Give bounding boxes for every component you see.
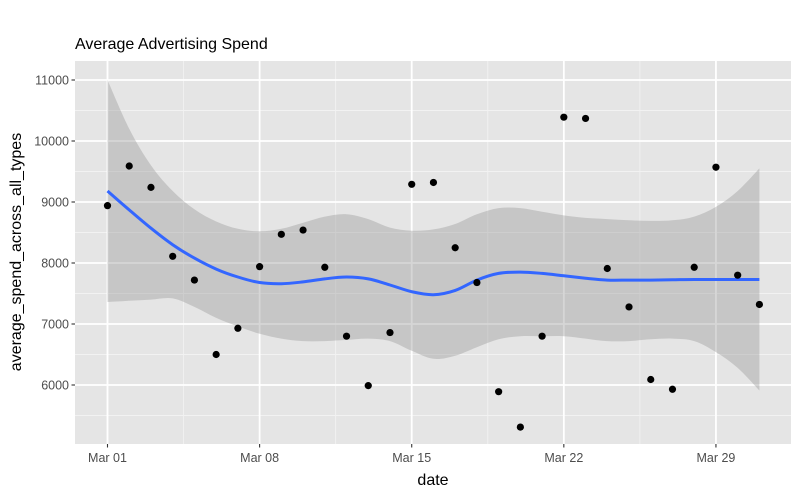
data-point: Mar 08: 7940 bbox=[256, 263, 264, 271]
data-point: Mar 07: 6930 bbox=[234, 324, 242, 332]
data-point: Mar 22: 10390 bbox=[560, 113, 568, 121]
data-point: Mar 15: 9290 bbox=[408, 180, 416, 188]
data-point: Mar 09: 8470 bbox=[277, 230, 285, 238]
data-point: Mar 18: 7680 bbox=[473, 278, 481, 287]
data-point: Mar 06: 6500 bbox=[212, 350, 220, 359]
data-point: Mar 11: 7930 bbox=[321, 263, 329, 271]
major-gridlines bbox=[75, 61, 791, 444]
data-point: Mar 23: 10370 bbox=[581, 114, 590, 123]
data-point: Mar 19: 5890 bbox=[495, 388, 503, 396]
data-point: Mar 27: 5930 bbox=[668, 385, 677, 393]
x-axis-title: date bbox=[417, 472, 448, 489]
data-point: Mar 25: 7280 bbox=[625, 303, 633, 311]
data-point: Mar 20: 5310 bbox=[516, 423, 524, 431]
x-tick-label: Mar 08 bbox=[240, 451, 279, 465]
data-point: Mar 10: 8540 bbox=[299, 226, 307, 234]
data-point: Mar 29: 9570 bbox=[712, 163, 720, 171]
data-point: Mar 04: 8110 bbox=[169, 252, 177, 260]
y-axis-title: average_spend_across_all_types bbox=[8, 133, 25, 371]
x-axis: Mar 01 Mar 08 Mar 15 Mar 22 Mar 29 bbox=[88, 444, 735, 465]
y-tick-label: 10000 bbox=[34, 135, 69, 149]
data-point: Mar 21: 6800 bbox=[538, 332, 546, 340]
data-point: Mar 26: 6090 bbox=[647, 375, 655, 384]
data-point: Mar 24: 7910 bbox=[603, 264, 611, 273]
x-tick-label: Mar 29 bbox=[696, 451, 735, 465]
data-point: Mar 28: 7930 bbox=[690, 263, 698, 271]
plot-panel bbox=[75, 61, 791, 444]
smooth-trend-line bbox=[106, 189, 760, 297]
x-tick-label: Mar 15 bbox=[392, 451, 431, 465]
y-tick-label: 11000 bbox=[35, 74, 69, 88]
y-tick-label: 9000 bbox=[41, 196, 69, 210]
data-point: Mar 14: 6860 bbox=[386, 328, 394, 337]
data-point: Mar 12: 6800 bbox=[342, 332, 351, 340]
y-tick-label: 6000 bbox=[41, 379, 69, 393]
data-point: Mar 16: 9320 bbox=[429, 178, 438, 187]
data-point: Mar 03: 9240 bbox=[147, 183, 155, 191]
y-axis: 6000 7000 8000 9000 10000 11000 bbox=[34, 74, 75, 393]
y-tick-label: 8000 bbox=[41, 257, 69, 271]
data-point: Mar 01: 8940 bbox=[103, 202, 112, 210]
y-tick-label: 7000 bbox=[41, 318, 69, 332]
data-point: Mar 17: 8250 bbox=[451, 244, 459, 252]
confidence-band bbox=[107, 80, 760, 391]
chart-title: Average Advertising Spend bbox=[75, 36, 268, 53]
data-points: Mar 01: 8940 Mar 02: 9590 Mar 03: 9240 Mar … bbox=[103, 113, 764, 431]
data-point: Mar 02: 9590 bbox=[125, 162, 133, 170]
x-tick-label: Mar 01 bbox=[88, 451, 127, 465]
data-point: Mar 31: 7320 bbox=[755, 300, 764, 309]
x-tick-label: Mar 22 bbox=[544, 451, 583, 465]
data-point: Mar 30: 7800 bbox=[734, 271, 742, 279]
data-point: Mar 05: 7720 bbox=[190, 276, 199, 284]
data-point: Mar 13: 5990 bbox=[364, 382, 372, 390]
